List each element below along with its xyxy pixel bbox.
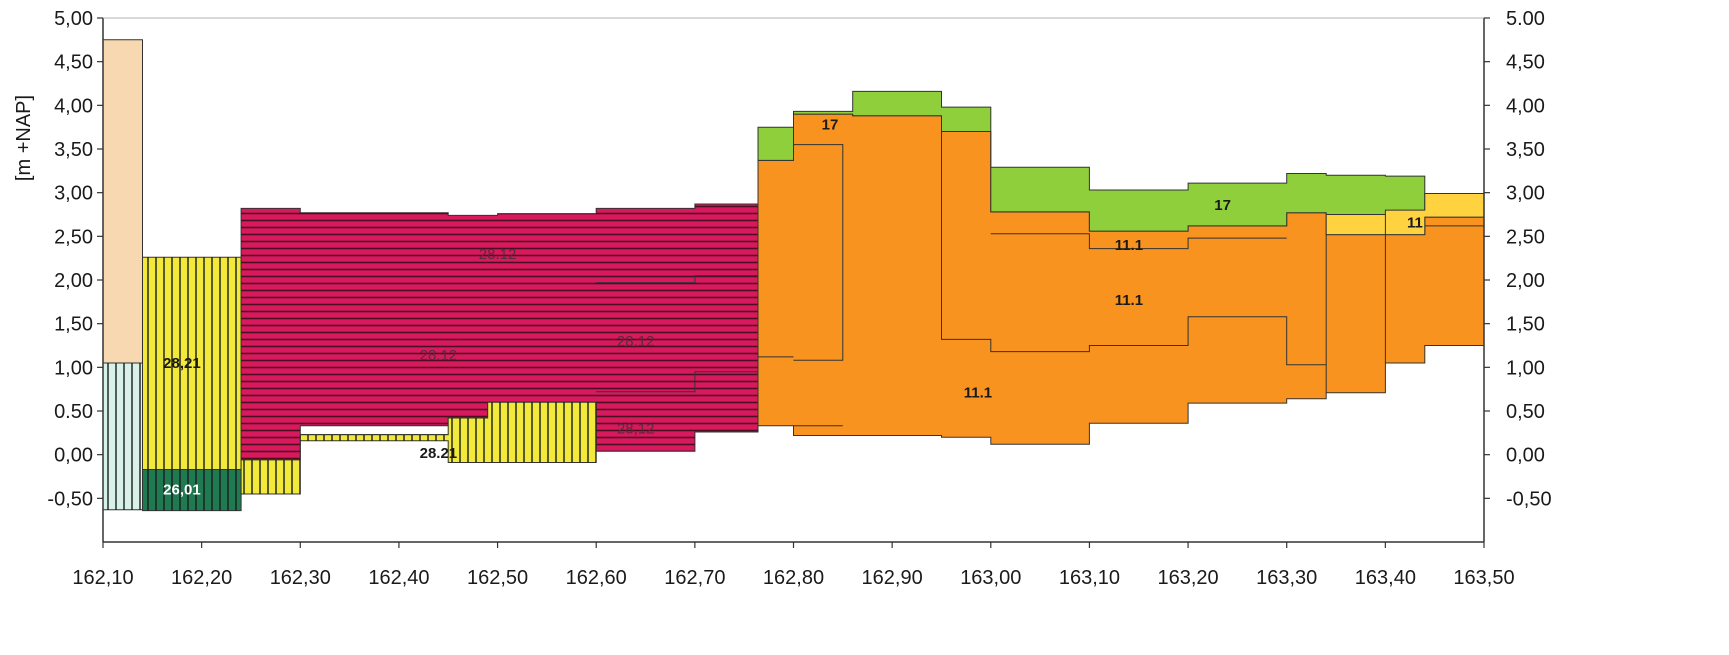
x-tick-label: 163,00: [960, 567, 1021, 589]
y-tick-label-left: 3,50: [54, 139, 93, 161]
soil-layer-hatch-2: [142, 257, 242, 470]
layer-code-label: 11: [1407, 214, 1423, 231]
y-tick-label-left: 4,50: [54, 52, 93, 74]
layer-code-label: 28,21: [163, 355, 201, 372]
layer-boundary-9: [596, 371, 758, 393]
y-tick-label-right: 0,00: [1506, 445, 1545, 467]
layer-labels: 28,21 26,01 28.12 28.12 28,12 28,12 28.21 17 17 1…: [163, 117, 1423, 499]
x-tick-label: 163,50: [1453, 567, 1514, 589]
y-tick-label-left: 0,00: [54, 445, 93, 467]
y-tick-label-right: 0,50: [1506, 401, 1545, 423]
layer-code-label: 28.12: [420, 347, 458, 364]
x-tick-label: 163,30: [1256, 567, 1317, 589]
y-tick-label-right: 4,00: [1506, 95, 1545, 117]
layer-code-label: 11.1: [1115, 237, 1143, 254]
x-tick-label: 163,40: [1355, 567, 1416, 589]
layer-code-label: 11.1: [1115, 292, 1143, 309]
x-tick-label: 162,40: [368, 567, 429, 589]
x-tick-label: 162,70: [664, 567, 725, 589]
soil-layer-0: [102, 39, 143, 364]
y-tick-label-right: 3,50: [1506, 139, 1545, 161]
axes: 5,00 5.00 4,50 4,50 4,00 4,00 3,50 3,50 3,00 3,00…: [13, 8, 1552, 589]
x-tick-label: 162,20: [171, 567, 232, 589]
y-tick-label-right: 1,50: [1506, 314, 1545, 336]
x-tick-label: 162,60: [566, 567, 627, 589]
y-tick-label-left: -0,50: [47, 488, 93, 510]
layer-code-label: 17: [822, 117, 839, 134]
soil-layer-hatch-4: [241, 204, 759, 460]
y-tick-label-left: 2,00: [54, 270, 93, 292]
x-tick-label: 163,10: [1059, 567, 1120, 589]
layer-code-label: 28.21: [420, 445, 458, 462]
layer-code-label: 26,01: [163, 482, 201, 499]
y-tick-label-left: 0.50: [54, 401, 93, 423]
y-tick-label-right: 5.00: [1506, 8, 1545, 30]
layer-code-label: 28,12: [617, 333, 655, 350]
y-tick-label-right: 1,00: [1506, 357, 1545, 379]
layer-boundary-3: [941, 131, 1327, 366]
x-tick-label: 162,80: [763, 567, 824, 589]
y-tick-label-right: 4,50: [1506, 52, 1545, 74]
soil-layers: [102, 39, 1485, 512]
layer-boundary-4: [990, 233, 1287, 250]
soil-layer-6: [757, 113, 1485, 445]
layer-code-label: 17: [1214, 197, 1231, 214]
layer-code-label: 28,12: [617, 420, 655, 437]
layer-code-label: 11.1: [964, 385, 992, 402]
y-tick-label-right: 3,00: [1506, 183, 1545, 205]
y-tick-label-left: 3,00: [54, 183, 93, 205]
x-tick-label: 162,90: [862, 567, 923, 589]
y-tick-label-right: -0,50: [1506, 488, 1552, 510]
layer-boundary-1: [793, 144, 844, 361]
y-axis-title: [m +NAP]: [13, 95, 35, 181]
y-tick-label-left: 1,00: [54, 357, 93, 379]
layer-code-label: 28.12: [479, 246, 517, 263]
y-tick-label-right: 2,50: [1506, 226, 1545, 248]
x-tick-label: 162,50: [467, 567, 528, 589]
y-tick-label-left: 2,50: [54, 226, 93, 248]
layer-boundaries: [300, 131, 1484, 436]
soil-layer-hatch-3: [142, 469, 242, 511]
soil-layer-hatch-1: [103, 363, 143, 510]
y-tick-label-left: 4,00: [54, 95, 93, 117]
soil-layer-hatch-5: [241, 402, 597, 494]
y-tick-label-right: 2,00: [1506, 270, 1545, 292]
y-tick-label-left: 1,50: [54, 314, 93, 336]
x-tick-label: 162,10: [72, 567, 133, 589]
y-tick-label-left: 5,00: [54, 8, 93, 30]
x-tick-label: 163,20: [1157, 567, 1218, 589]
x-tick-label: 162,30: [270, 567, 331, 589]
soil-layer-7: [757, 90, 1426, 232]
layer-boundary-8: [596, 275, 758, 284]
